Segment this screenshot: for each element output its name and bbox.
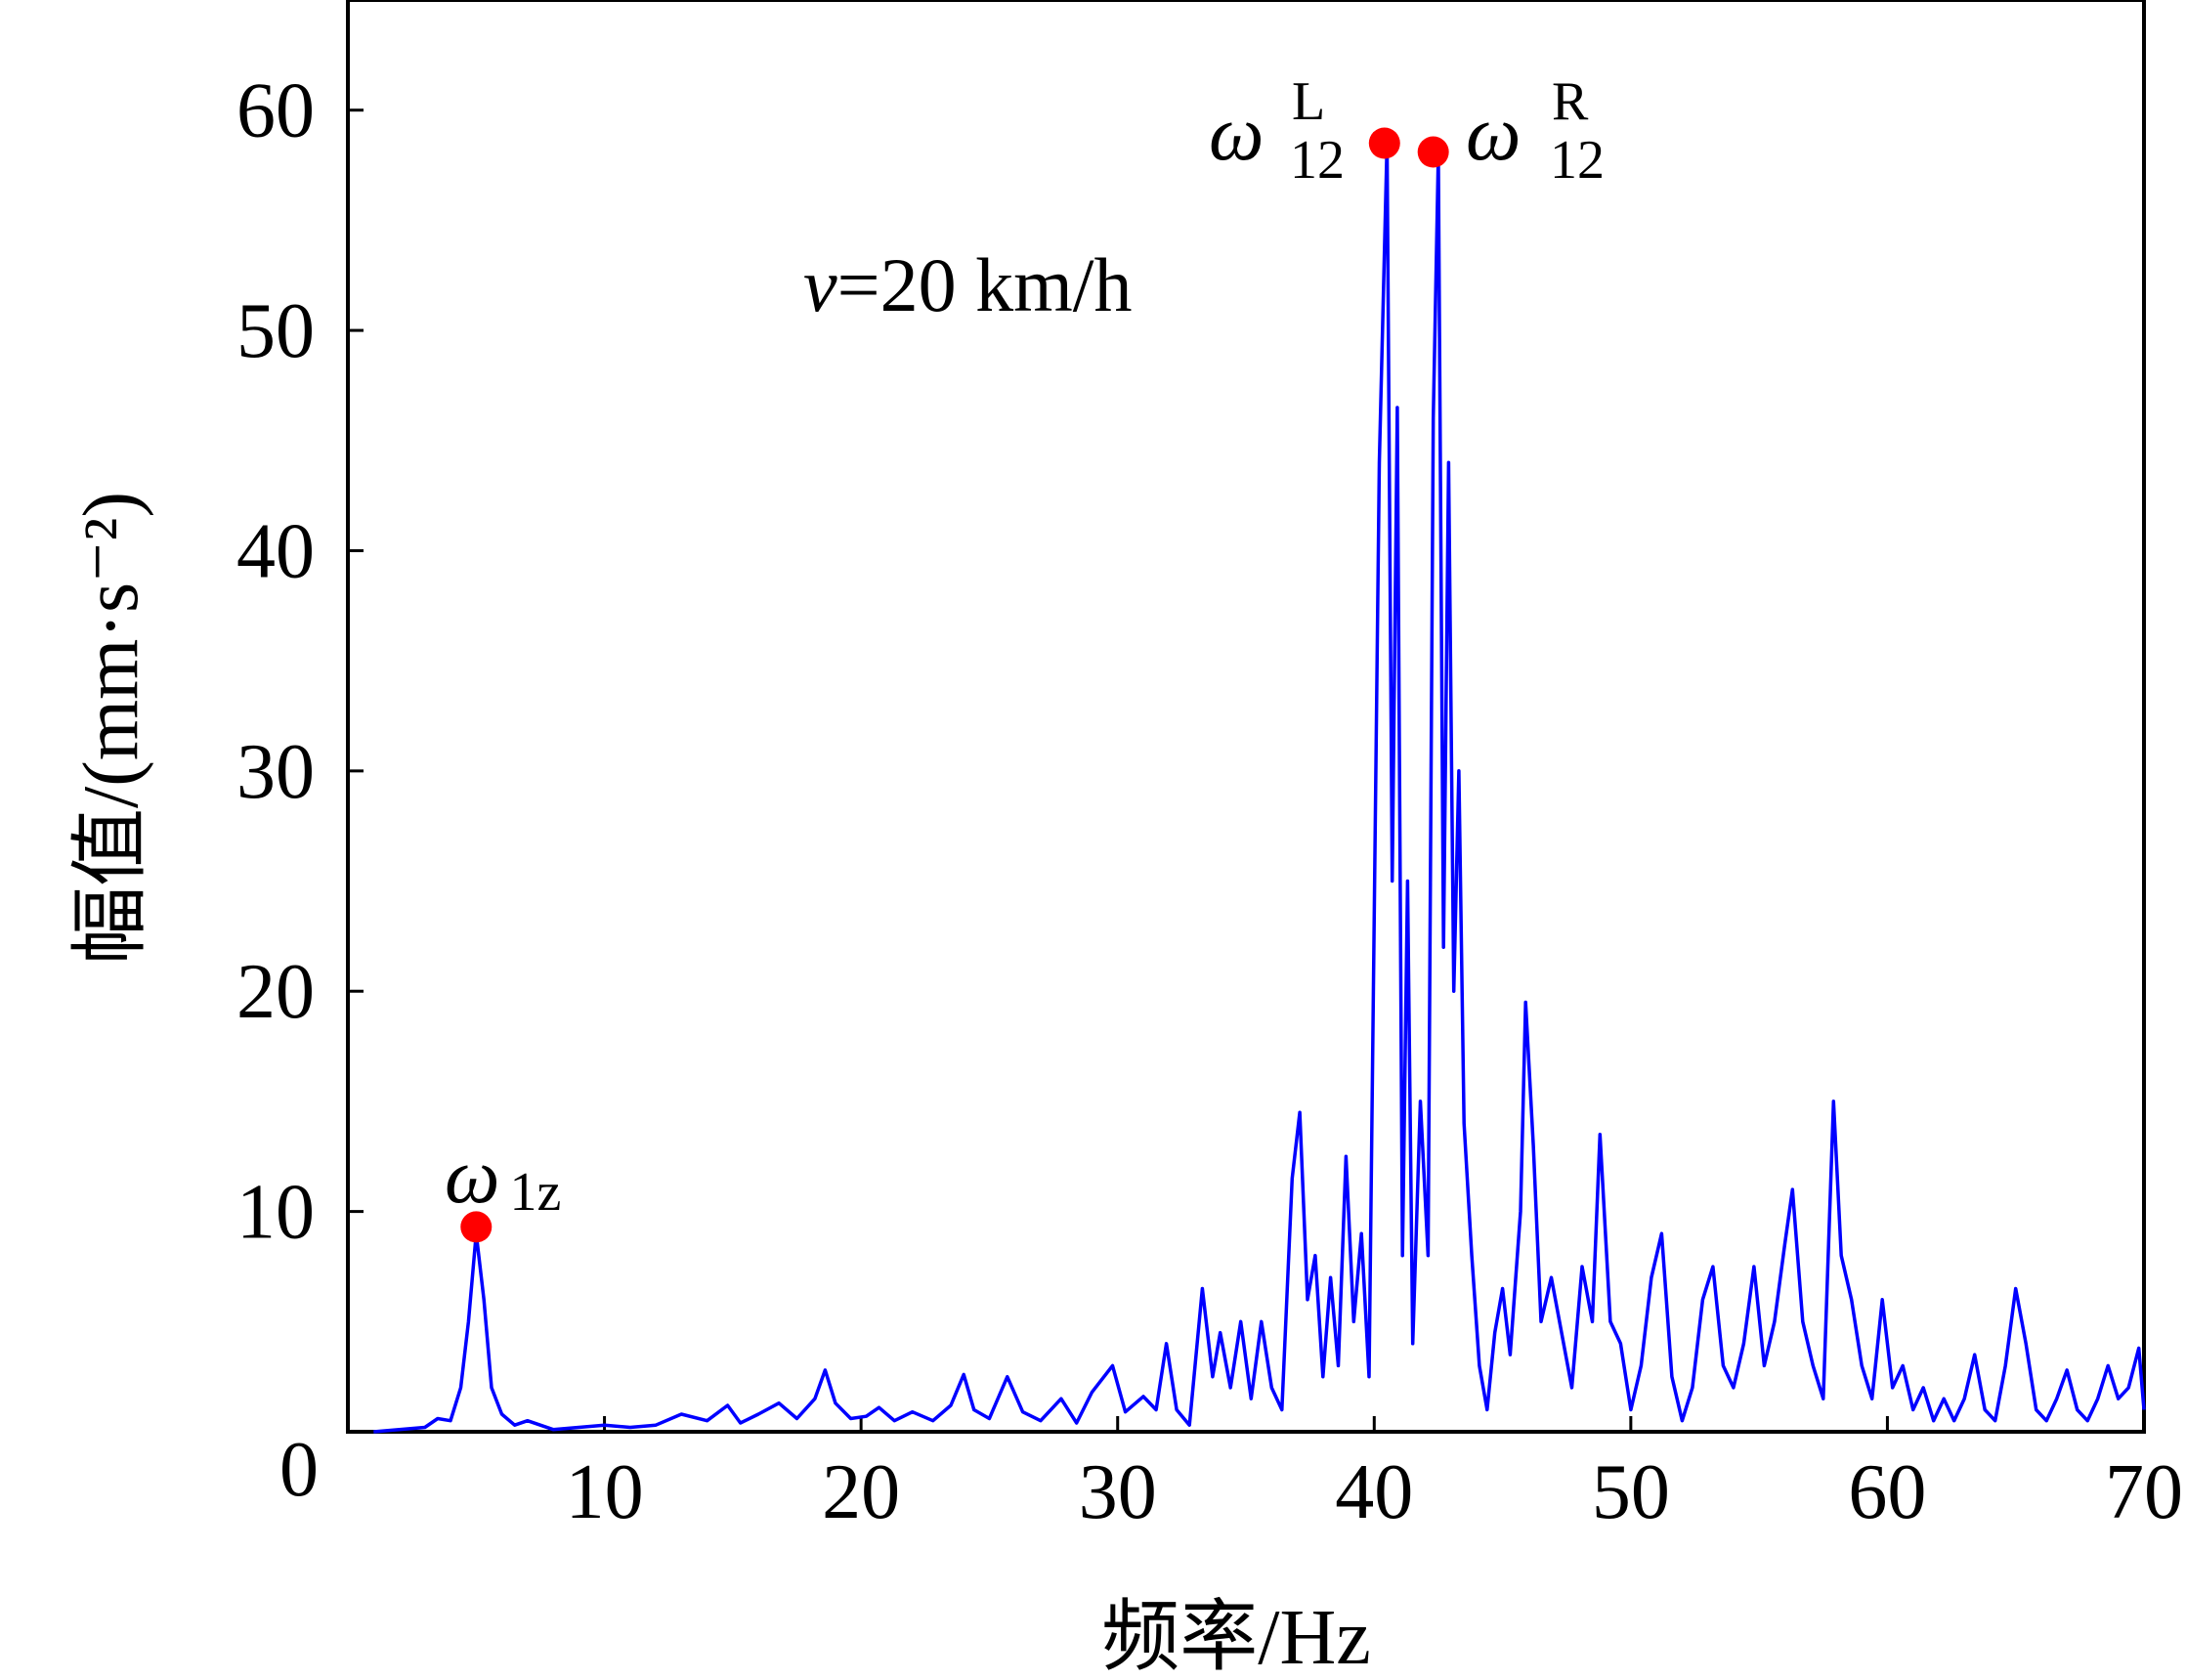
y-tick-label: 10 [236,1170,315,1256]
y-tick-label: 50 [236,288,315,374]
peak-markers [460,127,1449,1243]
peak-12R-sup: R [1552,71,1589,132]
y-tick-label: 30 [236,729,315,815]
peak-1z-label: ω 1z [445,1134,561,1223]
speed-value: =20 km/h [837,242,1133,327]
x-tick-label: 20 [822,1449,900,1535]
peak-1z-sub: 1z [509,1162,561,1223]
axis-tick-labels: 0 10 20 30 40 50 60 70 10 20 30 40 50 60 [236,68,2183,1535]
x-tick-label: 60 [1848,1449,1926,1535]
peak-marker [1417,136,1449,168]
y-tick-label: 40 [236,508,315,594]
plot-frame [346,0,2146,1434]
x-tick-label: 50 [1592,1449,1670,1535]
x-tick-label: 30 [1079,1449,1157,1535]
speed-annotation: v=20 km/h [803,242,1132,327]
y-tick-label: 60 [236,68,315,154]
peak-marker [1368,127,1400,159]
peak-1z-symbol: ω [445,1134,499,1220]
x-axis-title: 频率/Hz [1101,1595,1371,1680]
peak-12R-symbol: ω [1466,91,1521,177]
origin-tick-label: 0 [279,1427,319,1513]
x-tick-label: 70 [2105,1449,2183,1535]
peak-12L-symbol: ω [1209,91,1264,177]
x-tick-label: 40 [1335,1449,1413,1535]
peak-12L-sup: L [1292,71,1325,132]
x-tick-label: 10 [566,1449,644,1535]
y-tick-label: 20 [236,949,315,1035]
speed-var: v [803,242,837,327]
axis-ticks [348,108,1889,1432]
peak-marker [460,1211,493,1243]
peak-12L-sub: 12 [1290,130,1345,191]
peak-12R-sub: 12 [1550,130,1605,191]
y-axis-title: 幅值/(mm·s⁻²) [68,492,154,965]
series-line [373,141,2146,1434]
